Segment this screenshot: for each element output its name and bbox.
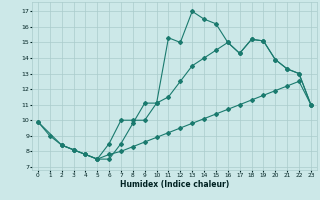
X-axis label: Humidex (Indice chaleur): Humidex (Indice chaleur) (120, 180, 229, 189)
